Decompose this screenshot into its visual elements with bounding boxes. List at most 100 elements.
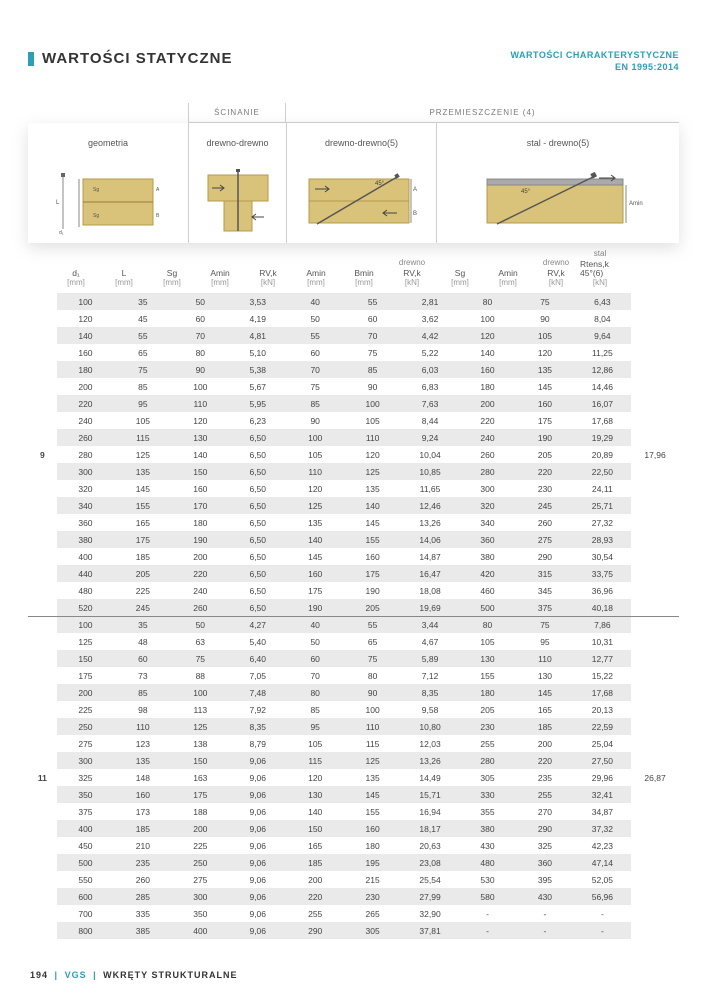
- rtens-cell: [631, 514, 679, 531]
- table-cell: -: [459, 905, 516, 922]
- table-cell: 12,77: [574, 650, 631, 667]
- table-cell: 125: [344, 463, 401, 480]
- table-cell: 145: [516, 684, 573, 701]
- table-cell: 145: [114, 480, 171, 497]
- table-cell: 360: [459, 531, 516, 548]
- table-cell: 4,42: [401, 327, 458, 344]
- table-cell: 75: [344, 650, 401, 667]
- table-cell: 125: [286, 497, 343, 514]
- table-cell: 140: [286, 531, 343, 548]
- table-cell: 400: [57, 548, 114, 565]
- group-id-cell: [28, 582, 57, 599]
- label-stal-drewno: stal - drewno(5): [437, 123, 679, 163]
- table-cell: 6,50: [229, 446, 286, 463]
- col-header-label: RV,k: [547, 269, 565, 278]
- table-cell: 90: [516, 310, 573, 327]
- table-cell: 6,83: [401, 378, 458, 395]
- page-title-row: WARTOŚCI STATYCZNE WARTOŚCI CHARAKTERYST…: [28, 50, 679, 73]
- table-cell: 280: [459, 752, 516, 769]
- table-cell: 140: [459, 344, 516, 361]
- table-cell: 75: [516, 293, 573, 310]
- table-cell: 400: [172, 922, 229, 939]
- table-cell: 9,06: [229, 854, 286, 871]
- table-cell: 17,68: [574, 412, 631, 429]
- table-cell: 113: [172, 701, 229, 718]
- table-cell: 80: [459, 616, 516, 633]
- table-cell: 9,06: [229, 803, 286, 820]
- rtens-cell: [631, 293, 679, 310]
- col-header-material: drewno: [543, 258, 569, 267]
- table-cell: 200: [459, 395, 516, 412]
- table-cell: 12,03: [401, 735, 458, 752]
- header-category-row: ŚCINANIE PRZEMIESZCZENIE (4): [188, 103, 679, 123]
- rtens-cell: [631, 854, 679, 871]
- table-cell: 110: [172, 395, 229, 412]
- table-cell: 45: [114, 310, 171, 327]
- table-cell: 205: [459, 701, 516, 718]
- table-cell: 7,05: [229, 667, 286, 684]
- table-cell: 225: [57, 701, 114, 718]
- table-cell: 325: [57, 769, 114, 786]
- table-cell: 148: [114, 769, 171, 786]
- table-cell: 12,46: [401, 497, 458, 514]
- group-id-cell: [28, 701, 57, 718]
- footer-section: WKRĘTY STRUKTURALNE: [103, 970, 237, 980]
- table-cell: 100: [57, 616, 114, 633]
- table-cell: 56,96: [574, 888, 631, 905]
- table-cell: 6,50: [229, 565, 286, 582]
- rtens-cell: [631, 378, 679, 395]
- rtens-cell: [631, 803, 679, 820]
- table-cell: 9,06: [229, 922, 286, 939]
- table-cell: 180: [459, 378, 516, 395]
- group-id-cell: [28, 497, 57, 514]
- table-row: 3801751906,5014015514,0636027528,93: [28, 531, 679, 548]
- col-header: Bmin[mm]: [340, 243, 388, 293]
- rtens-cell: [631, 701, 679, 718]
- table-cell: 40,18: [574, 599, 631, 616]
- table-cell: 65: [114, 344, 171, 361]
- table-cell: -: [574, 905, 631, 922]
- table-cell: 7,92: [229, 701, 286, 718]
- table-cell: 70: [172, 327, 229, 344]
- table-cell: 120: [172, 412, 229, 429]
- table-cell: 9,06: [229, 871, 286, 888]
- table-cell: 80: [286, 684, 343, 701]
- table-cell: 110: [344, 429, 401, 446]
- table-cell: 320: [459, 497, 516, 514]
- table-cell: 290: [286, 922, 343, 939]
- table-cell: 200: [57, 378, 114, 395]
- table-row: 3401551706,5012514012,4632024525,71: [28, 497, 679, 514]
- table-cell: 95: [286, 718, 343, 735]
- table-cell: 60: [286, 650, 343, 667]
- graphic-drewno-drewno: [189, 163, 286, 243]
- table-cell: 8,35: [401, 684, 458, 701]
- page-footer: 194 | VGS | WKRĘTY STRUKTURALNE: [30, 970, 238, 980]
- table-cell: 190: [344, 582, 401, 599]
- graphic-stal-drewno: 45° Amin: [437, 163, 679, 243]
- col-header-unit: [kN]: [405, 278, 419, 287]
- table-cell: 100: [57, 293, 114, 310]
- table-cell: 9,06: [229, 905, 286, 922]
- table-cell: 235: [516, 769, 573, 786]
- table-cell: 188: [172, 803, 229, 820]
- rtens-cell: 26,87: [631, 769, 679, 786]
- table-cell: 55: [286, 327, 343, 344]
- svg-text:d₁: d₁: [59, 230, 64, 236]
- footer-brand: VGS: [65, 970, 87, 980]
- table-cell: 385: [114, 922, 171, 939]
- col-header-label: Bmin: [354, 269, 373, 278]
- table-cell: 20,89: [574, 446, 631, 463]
- col-header-label: RV,k: [403, 269, 421, 278]
- table-row: 3001351509,0611512513,2628022027,50: [28, 752, 679, 769]
- table-cell: 375: [516, 599, 573, 616]
- table-cell: 55: [114, 327, 171, 344]
- table-cell: 7,86: [574, 616, 631, 633]
- table-cell: 10,31: [574, 633, 631, 650]
- table-cell: 115: [286, 752, 343, 769]
- table-cell: 140: [172, 446, 229, 463]
- rtens-cell: [631, 905, 679, 922]
- table-cell: 120: [344, 446, 401, 463]
- table-cell: 14,46: [574, 378, 631, 395]
- col-header-unit: [mm]: [67, 278, 85, 287]
- table-cell: 260: [57, 429, 114, 446]
